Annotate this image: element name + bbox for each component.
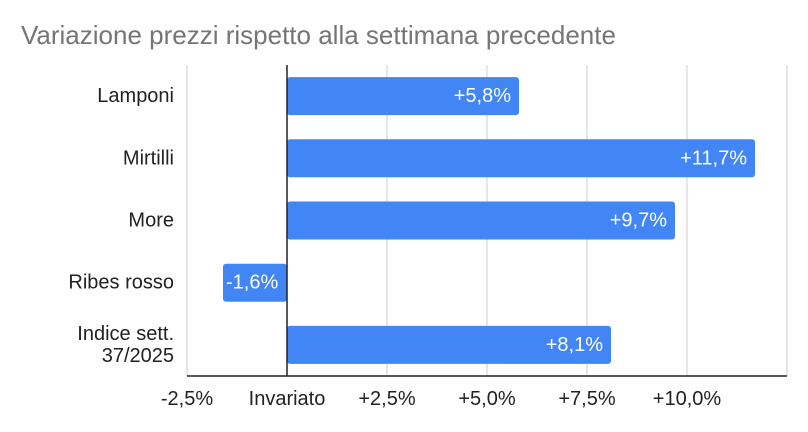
bar bbox=[287, 139, 755, 178]
bar bbox=[287, 201, 675, 240]
bars: +5,8% +11,7% +9,7% -1,6% +8,1% bbox=[223, 77, 755, 364]
category-label: More bbox=[128, 210, 174, 232]
bar bbox=[287, 77, 519, 116]
category-label: Mirtilli bbox=[123, 147, 174, 169]
data-label: +8,1% bbox=[546, 334, 603, 356]
category-labels: Lamponi Mirtilli More Ribes rosso Indice set… bbox=[68, 85, 174, 367]
category-label: Ribes rosso bbox=[68, 272, 174, 294]
x-tick-label: -2,5% bbox=[161, 388, 213, 410]
category-label: Lamponi bbox=[97, 85, 174, 107]
bar bbox=[223, 263, 287, 302]
data-label: +5,8% bbox=[454, 85, 511, 107]
bar bbox=[287, 325, 611, 364]
x-tick-label: +5,0% bbox=[458, 388, 515, 410]
x-tick-label: +2,5% bbox=[358, 388, 415, 410]
data-label: +11,7% bbox=[680, 147, 747, 169]
x-tick-label: Invariato bbox=[249, 388, 326, 410]
category-label: Indice sett. 37/2025 bbox=[77, 323, 174, 367]
data-label: +9,7% bbox=[610, 210, 667, 232]
data-label: -1,6% bbox=[226, 272, 278, 294]
x-tick-label: +7,5% bbox=[558, 388, 615, 410]
x-tick-label: +10,0% bbox=[653, 388, 722, 410]
chart-title: Variazione prezzi rispetto alla settiman… bbox=[21, 20, 616, 50]
x-axis-tick-labels: -2,5% Invariato +2,5% +5,0% +7,5% +10,0% bbox=[161, 388, 722, 410]
